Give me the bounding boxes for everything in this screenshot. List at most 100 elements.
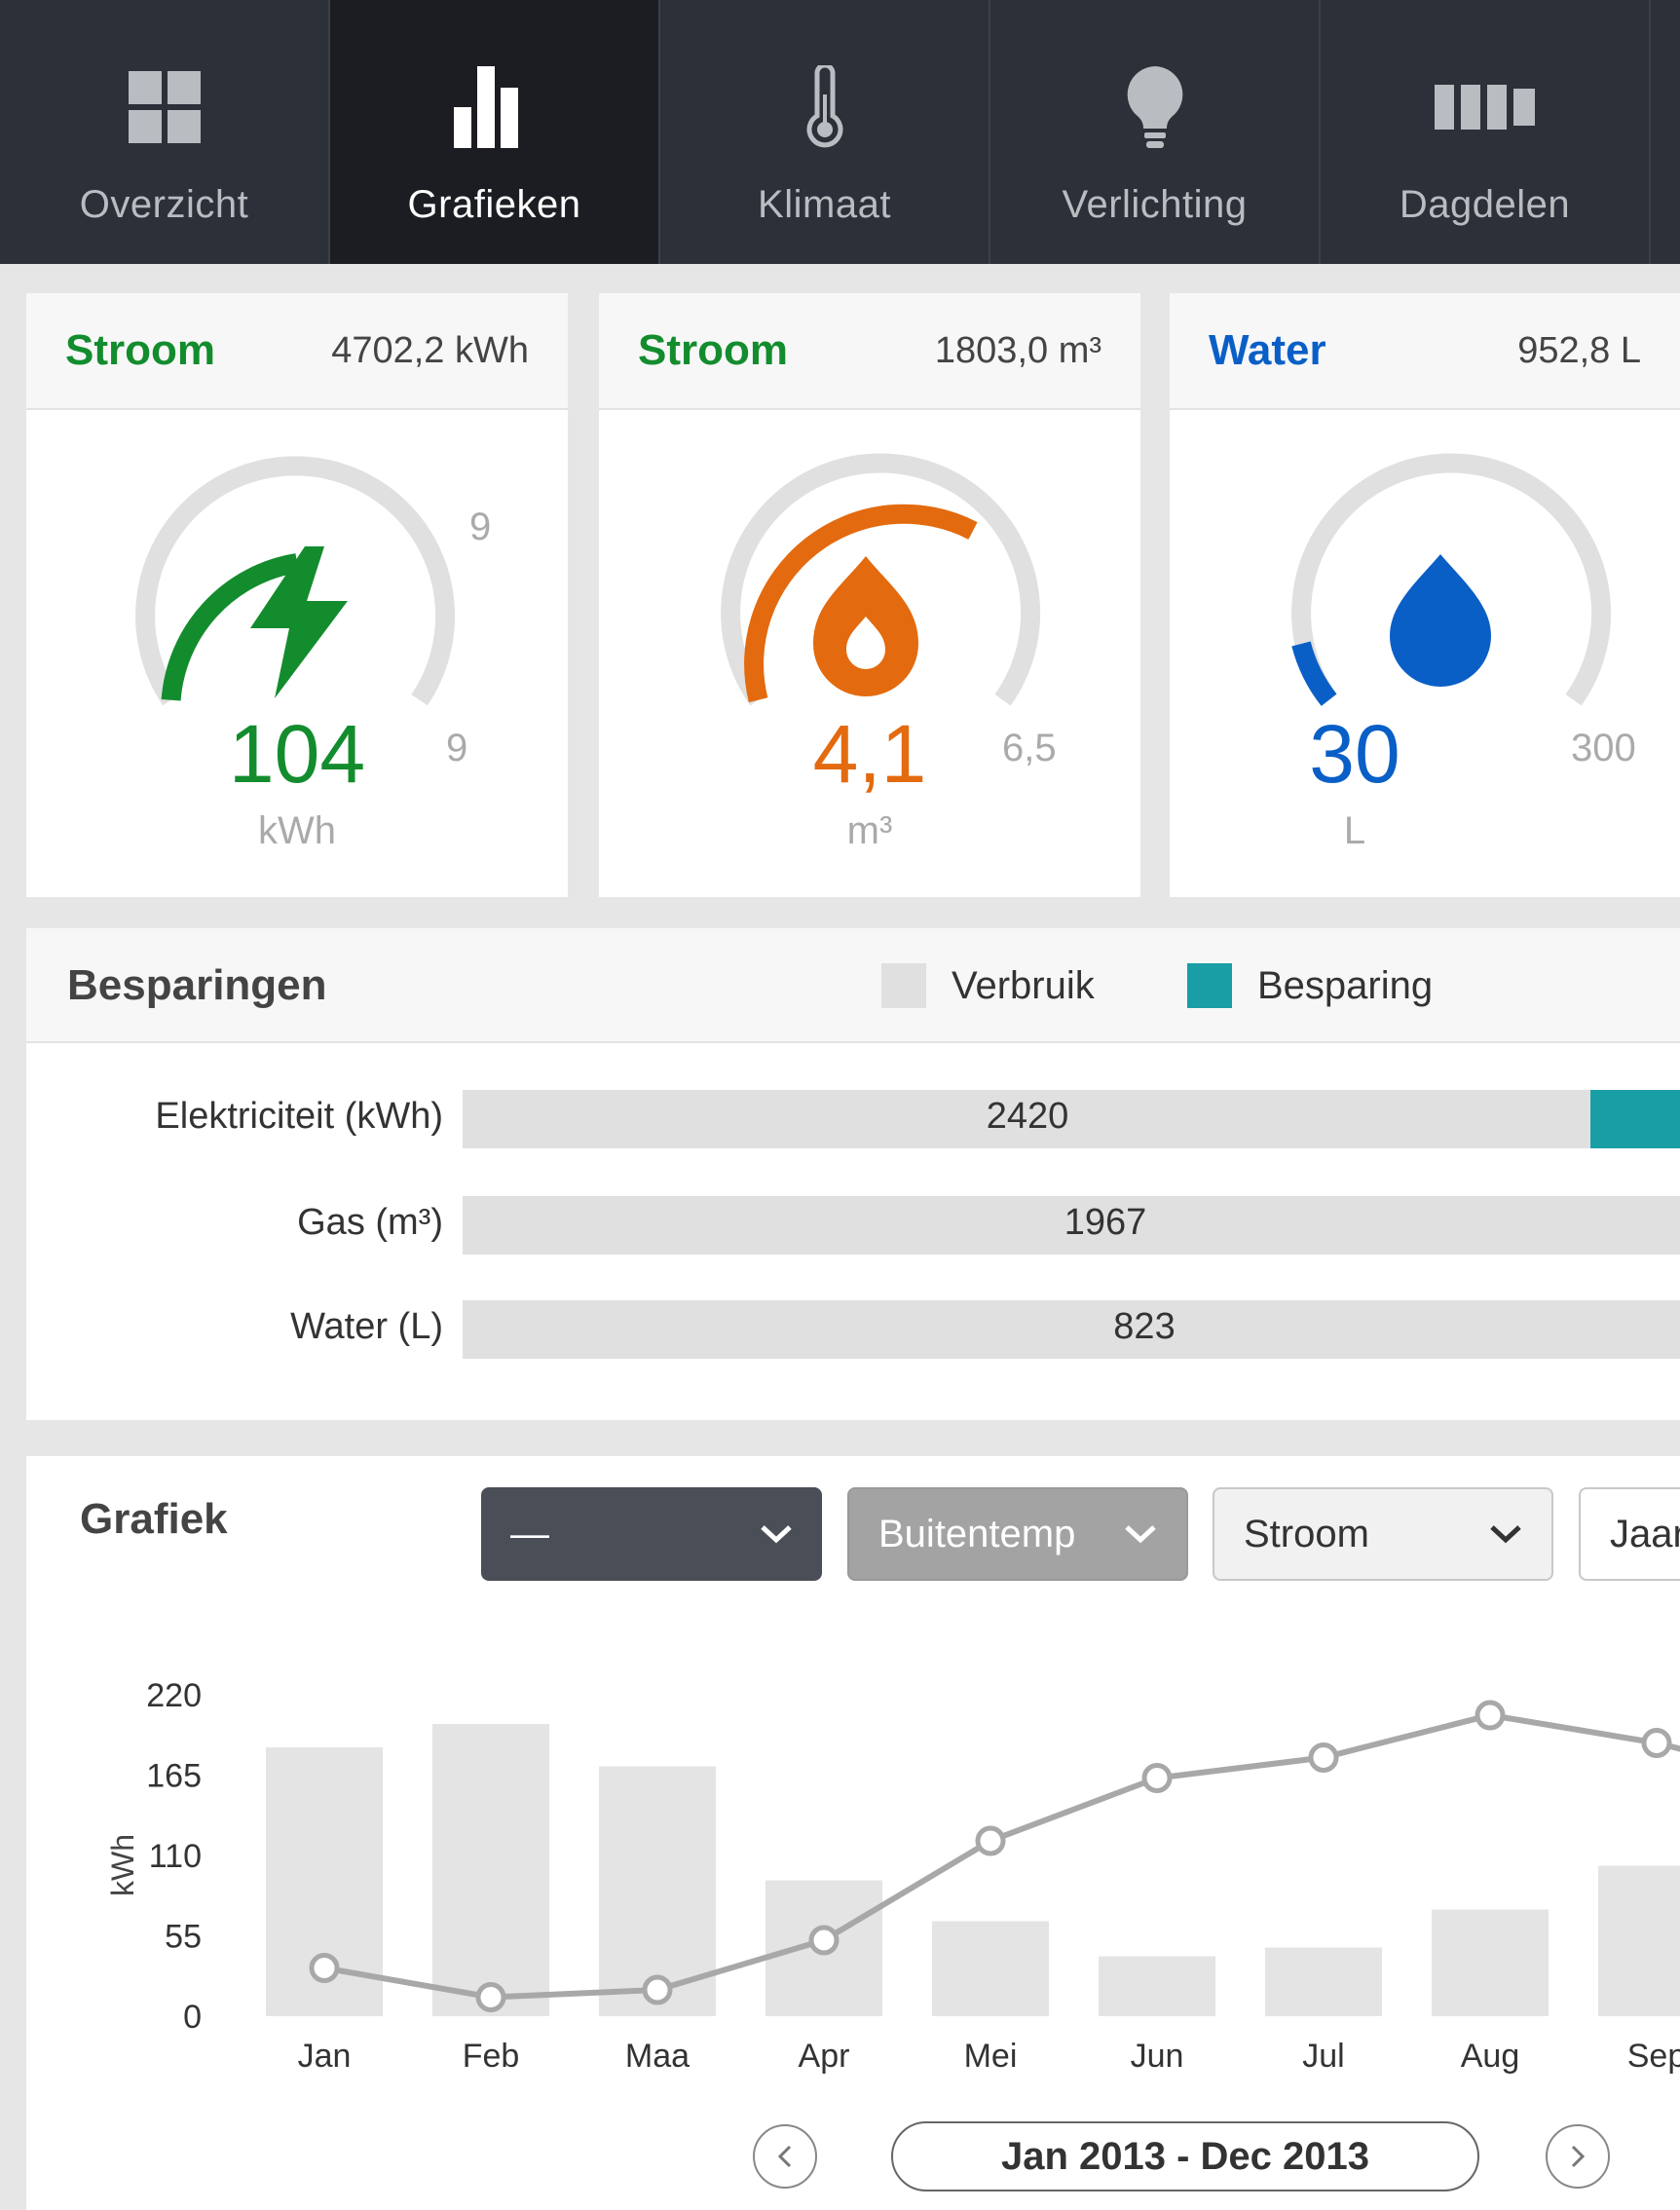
usage-value: 823	[1113, 1306, 1176, 1347]
chevron-right-icon	[1571, 2145, 1586, 2168]
x-tick-label: Maa	[625, 2038, 690, 2075]
lightning-icon	[250, 546, 348, 698]
line-point	[808, 1925, 840, 1956]
tab-grafieken[interactable]: Grafieken	[330, 0, 660, 264]
chevron-down-icon	[1125, 1525, 1156, 1544]
water-drop-icon	[1390, 554, 1491, 687]
savings-row-gas: Gas (m³) 1967	[26, 1196, 1680, 1255]
x-tick-label: Jul	[1302, 2038, 1344, 2075]
electricity-gauge	[135, 456, 456, 706]
y-tick-label: 55	[165, 1919, 202, 1956]
dropdown-label: Buitentemp	[878, 1512, 1076, 1555]
usage-bar: 1967	[463, 1196, 1680, 1255]
y-tick-label: 220	[146, 1677, 202, 1714]
x-tick-label: Jan	[298, 2038, 352, 2075]
next-period-button[interactable]	[1546, 2124, 1610, 2189]
legend-swatch-saving	[1187, 963, 1232, 1008]
metric-dropdown[interactable]: Stroom	[1213, 1487, 1553, 1581]
thermometer-icon	[801, 58, 849, 156]
line-point	[1308, 1742, 1339, 1773]
lightbulb-icon	[1125, 58, 1185, 156]
tab-label: Klimaat	[758, 183, 891, 226]
chart-bar	[1432, 1909, 1549, 2016]
chart-bar	[1265, 1947, 1382, 2016]
line-point	[975, 1825, 1006, 1856]
line-point	[1475, 1700, 1506, 1731]
x-tick-label: Jun	[1131, 2038, 1184, 2075]
card-header: Stroom 1803,0 m³	[599, 293, 1140, 410]
overlay-dropdown[interactable]: Buitentemp	[847, 1487, 1188, 1581]
bar-chart-icon	[453, 58, 536, 156]
graph-panel: Grafiek — Buitentemp Stroom Jaar 220 165 1…	[26, 1456, 1680, 2210]
x-tick-label: Apr	[799, 2038, 850, 2075]
gauge-max: 300	[1571, 727, 1636, 769]
card-total: 1803,0 m³	[934, 329, 1101, 371]
card-title: Stroom	[65, 326, 215, 374]
gas-gauge	[721, 453, 1041, 706]
gauge-value: 30	[1309, 708, 1400, 800]
savings-row-electricity: Elektriciteit (kWh) 2420	[26, 1090, 1680, 1148]
tab-label: Overzicht	[79, 183, 249, 226]
dropdown-label: Jaar	[1610, 1512, 1680, 1555]
usage-value: 1967	[1064, 1202, 1147, 1243]
grid-icon	[128, 58, 201, 156]
previous-period-button[interactable]	[753, 2124, 817, 2189]
card-total: 4702,2 kWh	[331, 329, 529, 371]
line-point	[1141, 1763, 1173, 1793]
card-title: Stroom	[638, 326, 788, 374]
legend-usage: Verbruik	[881, 963, 1095, 1008]
card-header: Stroom 4702,2 kWh	[26, 293, 568, 410]
chevron-down-icon	[1490, 1525, 1521, 1544]
card-title: Water	[1209, 326, 1326, 374]
line-point	[475, 1982, 506, 2012]
usage-value: 2420	[986, 1096, 1069, 1137]
savings-label: Water (L)	[290, 1306, 443, 1347]
flame-icon	[813, 556, 918, 696]
gauge-max: 6,5	[1002, 727, 1057, 769]
x-tick-label: Sep	[1627, 2038, 1680, 2075]
savings-header: Besparingen Verbruik Besparing	[26, 928, 1680, 1043]
chart-bar	[1099, 1956, 1215, 2016]
chart-bar	[599, 1766, 716, 2016]
usage-bar: 823	[463, 1300, 1680, 1359]
x-tick-label: Feb	[463, 2038, 520, 2075]
dropdown-label: Stroom	[1244, 1512, 1369, 1555]
line-point	[309, 1953, 340, 1983]
tab-overflow	[1651, 0, 1680, 264]
gauge-unit: m³	[846, 809, 893, 852]
x-tick-label: Mei	[964, 2038, 1018, 2075]
temperature-line	[323, 1711, 1680, 2001]
chart-bar	[432, 1724, 549, 2016]
y-axis-label: kWh	[105, 1834, 140, 1896]
tab-overzicht[interactable]: Overzicht	[0, 0, 330, 264]
tab-dagdelen[interactable]: Dagdelen	[1321, 0, 1651, 264]
card-header: Water 952,8 L	[1170, 293, 1680, 410]
gauge-value: 4,1	[812, 708, 927, 800]
timescale-dropdown[interactable]: Jaar	[1579, 1487, 1680, 1581]
card-total: 952,8 L	[1517, 329, 1641, 371]
dropdown-label: —	[510, 1512, 549, 1555]
legend-swatch-usage	[881, 963, 926, 1008]
chart-bar	[932, 1921, 1049, 2016]
gauge-unit: L	[1343, 809, 1366, 852]
electricity-card: Stroom 4702,2 kWh 9 104 9 kWh	[26, 293, 568, 897]
tab-klimaat[interactable]: Klimaat	[660, 0, 990, 264]
tab-label: Grafieken	[407, 183, 581, 226]
savings-title: Besparingen	[67, 961, 327, 1009]
y-tick-label: 0	[183, 1999, 202, 2036]
savings-label: Elektriciteit (kWh)	[155, 1096, 443, 1137]
period-dropdown[interactable]: —	[481, 1487, 822, 1581]
top-navigation: Overzicht Grafieken Klimaat Verlichting …	[0, 0, 1680, 264]
y-tick-label: 165	[146, 1758, 202, 1795]
period-range[interactable]: Jan 2013 - Dec 2013	[891, 2121, 1479, 2191]
legend-label: Besparing	[1257, 963, 1434, 1007]
gauge-max-top: 9	[469, 506, 492, 548]
chevron-down-icon	[761, 1525, 792, 1544]
day-segments-icon	[1434, 58, 1536, 156]
water-gauge	[1291, 453, 1612, 706]
savings-panel: Besparingen Verbruik Besparing Elektrici…	[26, 928, 1680, 1420]
graph-title: Grafiek	[80, 1495, 228, 1543]
chevron-left-icon	[777, 2145, 792, 2168]
tab-verlichting[interactable]: Verlichting	[990, 0, 1321, 264]
savings-label: Gas (m³)	[297, 1202, 443, 1243]
